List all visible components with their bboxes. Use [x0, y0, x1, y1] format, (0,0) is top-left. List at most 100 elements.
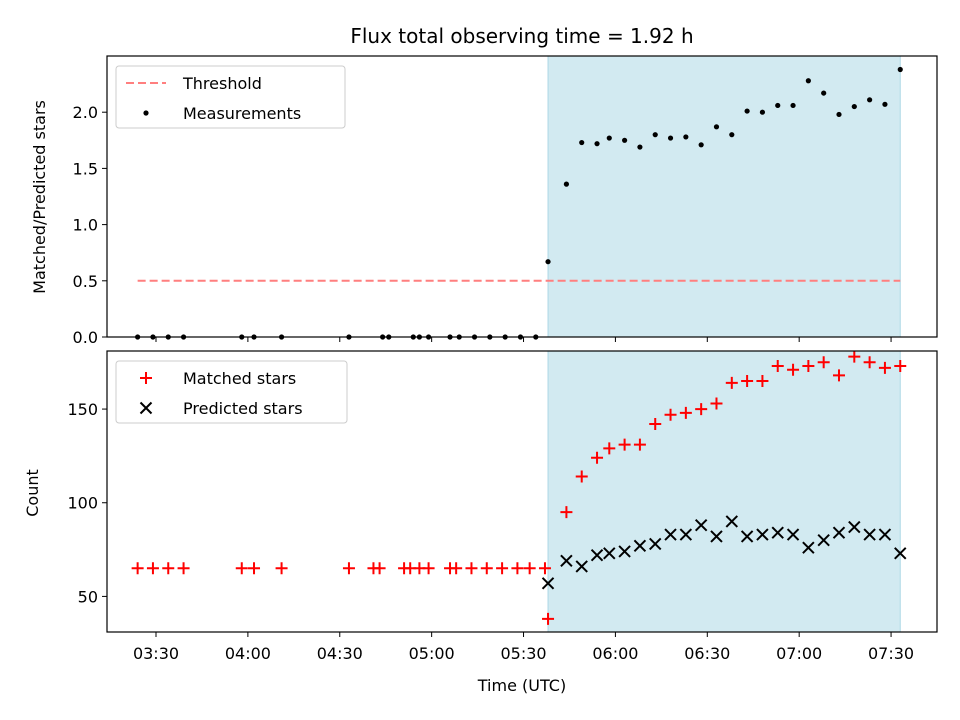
panel-1: 50 100 150 03:30 04:00 04:30 05:00 05:30 06:00 06…: [67, 350, 938, 663]
measurement-point: [851, 103, 857, 110]
measurement-point: [897, 66, 903, 73]
matched-star-point: [511, 562, 524, 575]
plot-frame: [106, 55, 938, 338]
x-tick-label: 06:30: [684, 644, 730, 663]
matched-star-point: [710, 397, 723, 410]
matched-star-point: [695, 403, 708, 416]
predicted-star-point: [832, 526, 846, 539]
measurement-point: [790, 102, 796, 109]
predicted-star-point: [725, 515, 739, 528]
matched-star-point: [664, 408, 677, 421]
predicted-star-point: [863, 528, 876, 541]
matched-star-point: [633, 438, 646, 451]
legend-matched-swatch: [140, 372, 152, 384]
matched-star-point: [725, 376, 738, 389]
predicted-star-point: [618, 545, 631, 558]
legend-label: Predicted stars: [183, 399, 303, 418]
measurement-point: [545, 259, 551, 265]
legend-label: Threshold: [182, 74, 262, 93]
matched-star-point: [649, 418, 662, 431]
y-axis-label-bottom: Count: [23, 469, 42, 517]
x-tick-label: 05:30: [500, 644, 546, 663]
matched-star-point: [496, 562, 509, 575]
y-tick-label: 2.0: [73, 103, 98, 122]
matched-star-point: [248, 562, 261, 575]
measurement-point: [698, 142, 704, 148]
x-tick-label: 04:30: [317, 644, 363, 663]
matched-star-point: [538, 562, 551, 575]
measurement-point: [579, 139, 585, 146]
y-tick-label: 100: [67, 494, 98, 513]
predicted-star-point: [664, 528, 677, 541]
measurement-point: [759, 109, 766, 115]
y-tick-label: 1.0: [73, 216, 98, 235]
measurement-point: [594, 141, 600, 147]
x-tick-label: 03:30: [133, 644, 179, 663]
measurement-point: [667, 135, 674, 141]
x-tick-label: 07:00: [776, 644, 822, 663]
matched-star-point: [146, 562, 159, 575]
y-tick-label: 150: [67, 400, 98, 419]
matched-star-point: [342, 562, 355, 575]
predicted-star-point: [771, 526, 784, 539]
matched-star-point: [787, 363, 800, 376]
measurement-point: [606, 135, 612, 141]
panel-0: 0.0 0.5 1.0 1.5 2.0 Threshold Measurements: [73, 55, 938, 347]
matched-star-point: [177, 562, 190, 575]
measurement-point: [637, 144, 643, 150]
y-tick-label: 0.5: [73, 272, 98, 291]
x-tick-label: 05:00: [409, 644, 455, 663]
x-tick-label: 07:30: [868, 644, 914, 663]
legend: Threshold Measurements: [115, 65, 346, 129]
matched-star-point: [523, 562, 536, 575]
measurement-point: [775, 102, 781, 109]
measurement-point: [867, 97, 873, 103]
y-tick-label: 50: [78, 587, 98, 606]
x-axis-label: Time (UTC): [477, 676, 566, 695]
measurement-point: [805, 78, 811, 84]
y-tick-label: 0.0: [73, 328, 98, 347]
legend-label: Measurements: [183, 104, 301, 123]
predicted-star-point: [817, 533, 830, 547]
matched-star-point: [275, 562, 288, 575]
predicted-star-point: [802, 541, 815, 554]
x-tick-label: 06:00: [592, 644, 638, 663]
matched-star-point: [802, 359, 815, 372]
predicted-star-point: [541, 577, 555, 590]
matched-star-point: [863, 356, 876, 369]
matched-star-point: [741, 374, 754, 387]
matched-star-point: [591, 451, 604, 464]
predicted-star-point: [633, 539, 647, 553]
predicted-star-point: [649, 537, 662, 551]
measurement-point: [563, 181, 570, 187]
matched-star-point: [848, 350, 861, 363]
matched-star-point: [756, 374, 769, 387]
predicted-star-point: [603, 547, 616, 560]
predicted-star-point: [679, 528, 693, 541]
matched-star-point: [542, 612, 555, 625]
observing-window-band: [548, 351, 901, 632]
matched-star-point: [235, 562, 248, 575]
measurement-point: [821, 90, 827, 96]
predicted-star-point: [694, 519, 708, 532]
matched-star-point: [575, 470, 588, 483]
matched-star-point: [603, 442, 616, 455]
measurement-point: [882, 101, 888, 107]
matched-star-point: [832, 369, 845, 382]
predicted-star-point: [590, 548, 604, 562]
legend-label: Matched stars: [183, 369, 296, 388]
x-tick-label: 04:00: [225, 644, 271, 663]
matched-star-point: [679, 406, 692, 419]
predicted-star-point: [710, 530, 723, 543]
predicted-star-point: [786, 528, 800, 541]
predicted-star-point: [894, 547, 907, 560]
matched-star-point: [618, 438, 631, 451]
measurement-point: [683, 134, 689, 140]
legend-measurement-swatch: [143, 110, 149, 116]
plot-layer: 0.0 0.5 1.0 1.5 2.0 Threshold Measurements 50 10…: [67, 55, 938, 663]
matched-star-point: [817, 356, 830, 369]
matched-star-point: [450, 562, 463, 575]
y-tick-label: 1.5: [73, 159, 98, 178]
measurement-point: [744, 108, 750, 114]
